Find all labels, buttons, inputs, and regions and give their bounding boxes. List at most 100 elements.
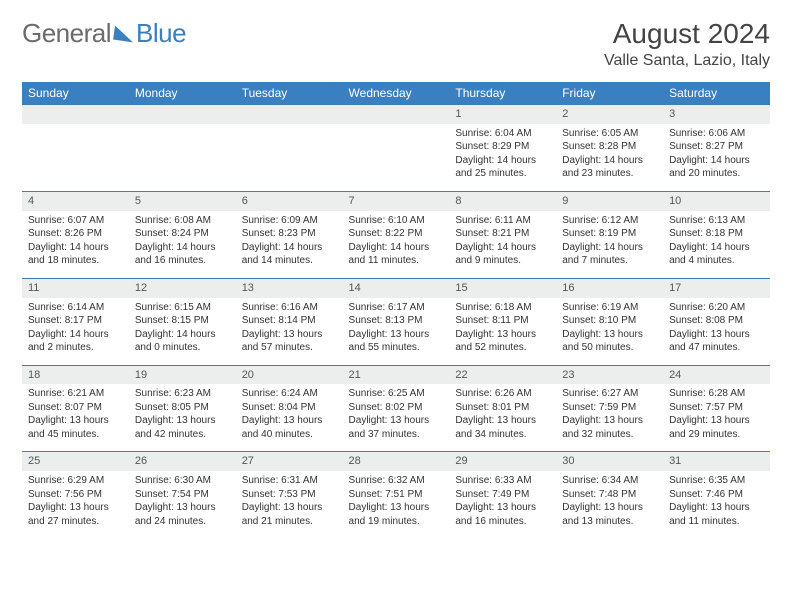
day-line-sr: Sunrise: 6:16 AM bbox=[242, 301, 337, 315]
day-number: 15 bbox=[449, 279, 556, 298]
day-line-sr: Sunrise: 6:07 AM bbox=[28, 214, 123, 228]
calendar-thead: SundayMondayTuesdayWednesdayThursdayFrid… bbox=[22, 82, 770, 105]
day-line-ss: Sunset: 8:22 PM bbox=[349, 227, 444, 241]
day-line-d1: Daylight: 14 hours bbox=[669, 241, 764, 255]
day-number: 20 bbox=[236, 366, 343, 385]
day-header: Thursday bbox=[449, 82, 556, 105]
day-number: 14 bbox=[343, 279, 450, 298]
day-line-ss: Sunset: 8:14 PM bbox=[242, 314, 337, 328]
day-line-d1: Daylight: 13 hours bbox=[455, 328, 550, 342]
brand-blue: Blue bbox=[136, 18, 186, 49]
day-line-sr: Sunrise: 6:25 AM bbox=[349, 387, 444, 401]
day-number: 5 bbox=[129, 192, 236, 211]
day-detail: Sunrise: 6:35 AMSunset: 7:46 PMDaylight:… bbox=[663, 471, 770, 538]
day-detail bbox=[22, 124, 129, 191]
day-detail: Sunrise: 6:09 AMSunset: 8:23 PMDaylight:… bbox=[236, 211, 343, 278]
calendar-day-cell bbox=[343, 105, 450, 192]
day-line-sr: Sunrise: 6:27 AM bbox=[562, 387, 657, 401]
day-line-d1: Daylight: 14 hours bbox=[562, 241, 657, 255]
day-number: 28 bbox=[343, 452, 450, 471]
day-number: 8 bbox=[449, 192, 556, 211]
day-line-d2: and 7 minutes. bbox=[562, 254, 657, 268]
day-line-ss: Sunset: 8:18 PM bbox=[669, 227, 764, 241]
day-detail: Sunrise: 6:19 AMSunset: 8:10 PMDaylight:… bbox=[556, 298, 663, 365]
day-line-sr: Sunrise: 6:23 AM bbox=[135, 387, 230, 401]
day-header: Wednesday bbox=[343, 82, 450, 105]
day-detail: Sunrise: 6:11 AMSunset: 8:21 PMDaylight:… bbox=[449, 211, 556, 278]
day-line-sr: Sunrise: 6:35 AM bbox=[669, 474, 764, 488]
day-number: 24 bbox=[663, 366, 770, 385]
day-line-sr: Sunrise: 6:20 AM bbox=[669, 301, 764, 315]
day-line-d2: and 16 minutes. bbox=[135, 254, 230, 268]
day-detail: Sunrise: 6:12 AMSunset: 8:19 PMDaylight:… bbox=[556, 211, 663, 278]
day-detail: Sunrise: 6:07 AMSunset: 8:26 PMDaylight:… bbox=[22, 211, 129, 278]
day-line-d1: Daylight: 13 hours bbox=[455, 501, 550, 515]
day-line-d1: Daylight: 14 hours bbox=[455, 154, 550, 168]
day-line-sr: Sunrise: 6:04 AM bbox=[455, 127, 550, 141]
calendar-day-cell: 30Sunrise: 6:34 AMSunset: 7:48 PMDayligh… bbox=[556, 452, 663, 538]
day-line-d1: Daylight: 14 hours bbox=[28, 241, 123, 255]
calendar-day-cell: 23Sunrise: 6:27 AMSunset: 7:59 PMDayligh… bbox=[556, 365, 663, 452]
calendar-day-cell: 2Sunrise: 6:05 AMSunset: 8:28 PMDaylight… bbox=[556, 105, 663, 192]
calendar-day-cell: 28Sunrise: 6:32 AMSunset: 7:51 PMDayligh… bbox=[343, 452, 450, 538]
day-detail: Sunrise: 6:06 AMSunset: 8:27 PMDaylight:… bbox=[663, 124, 770, 191]
calendar-day-cell bbox=[129, 105, 236, 192]
calendar-week-row: 18Sunrise: 6:21 AMSunset: 8:07 PMDayligh… bbox=[22, 365, 770, 452]
day-detail: Sunrise: 6:27 AMSunset: 7:59 PMDaylight:… bbox=[556, 384, 663, 451]
day-line-sr: Sunrise: 6:18 AM bbox=[455, 301, 550, 315]
day-line-ss: Sunset: 8:27 PM bbox=[669, 140, 764, 154]
day-line-d2: and 4 minutes. bbox=[669, 254, 764, 268]
day-line-d1: Daylight: 13 hours bbox=[562, 328, 657, 342]
day-line-d2: and 24 minutes. bbox=[135, 515, 230, 529]
day-detail: Sunrise: 6:16 AMSunset: 8:14 PMDaylight:… bbox=[236, 298, 343, 365]
day-line-sr: Sunrise: 6:11 AM bbox=[455, 214, 550, 228]
day-line-d1: Daylight: 13 hours bbox=[135, 501, 230, 515]
day-line-sr: Sunrise: 6:32 AM bbox=[349, 474, 444, 488]
day-detail bbox=[236, 124, 343, 191]
day-line-d1: Daylight: 14 hours bbox=[669, 154, 764, 168]
day-line-d2: and 42 minutes. bbox=[135, 428, 230, 442]
calendar-day-cell: 9Sunrise: 6:12 AMSunset: 8:19 PMDaylight… bbox=[556, 191, 663, 278]
day-line-sr: Sunrise: 6:06 AM bbox=[669, 127, 764, 141]
day-line-d1: Daylight: 13 hours bbox=[28, 501, 123, 515]
day-line-ss: Sunset: 7:54 PM bbox=[135, 488, 230, 502]
day-line-ss: Sunset: 8:26 PM bbox=[28, 227, 123, 241]
calendar-day-cell: 15Sunrise: 6:18 AMSunset: 8:11 PMDayligh… bbox=[449, 278, 556, 365]
day-line-sr: Sunrise: 6:34 AM bbox=[562, 474, 657, 488]
day-line-d2: and 13 minutes. bbox=[562, 515, 657, 529]
day-detail: Sunrise: 6:04 AMSunset: 8:29 PMDaylight:… bbox=[449, 124, 556, 191]
day-number: 22 bbox=[449, 366, 556, 385]
day-line-d2: and 57 minutes. bbox=[242, 341, 337, 355]
day-header: Sunday bbox=[22, 82, 129, 105]
title-block: August 2024 Valle Santa, Lazio, Italy bbox=[604, 18, 770, 70]
day-line-d2: and 29 minutes. bbox=[669, 428, 764, 442]
day-number: 4 bbox=[22, 192, 129, 211]
calendar-day-cell: 13Sunrise: 6:16 AMSunset: 8:14 PMDayligh… bbox=[236, 278, 343, 365]
day-number: 19 bbox=[129, 366, 236, 385]
day-number: 21 bbox=[343, 366, 450, 385]
day-detail: Sunrise: 6:30 AMSunset: 7:54 PMDaylight:… bbox=[129, 471, 236, 538]
calendar-day-cell: 11Sunrise: 6:14 AMSunset: 8:17 PMDayligh… bbox=[22, 278, 129, 365]
day-detail: Sunrise: 6:28 AMSunset: 7:57 PMDaylight:… bbox=[663, 384, 770, 451]
day-line-ss: Sunset: 7:56 PM bbox=[28, 488, 123, 502]
calendar-day-cell: 19Sunrise: 6:23 AMSunset: 8:05 PMDayligh… bbox=[129, 365, 236, 452]
day-line-d2: and 52 minutes. bbox=[455, 341, 550, 355]
day-number: 2 bbox=[556, 105, 663, 124]
calendar-page: General Blue August 2024 Valle Santa, La… bbox=[0, 0, 792, 558]
header-row: General Blue August 2024 Valle Santa, La… bbox=[22, 18, 770, 70]
day-line-ss: Sunset: 8:17 PM bbox=[28, 314, 123, 328]
day-number: 3 bbox=[663, 105, 770, 124]
day-line-ss: Sunset: 7:57 PM bbox=[669, 401, 764, 415]
day-number: 30 bbox=[556, 452, 663, 471]
day-detail: Sunrise: 6:34 AMSunset: 7:48 PMDaylight:… bbox=[556, 471, 663, 538]
day-line-d1: Daylight: 13 hours bbox=[669, 328, 764, 342]
day-number: 13 bbox=[236, 279, 343, 298]
day-line-d1: Daylight: 13 hours bbox=[349, 414, 444, 428]
day-detail: Sunrise: 6:29 AMSunset: 7:56 PMDaylight:… bbox=[22, 471, 129, 538]
day-line-sr: Sunrise: 6:08 AM bbox=[135, 214, 230, 228]
calendar-day-cell: 4Sunrise: 6:07 AMSunset: 8:26 PMDaylight… bbox=[22, 191, 129, 278]
day-line-d2: and 9 minutes. bbox=[455, 254, 550, 268]
day-detail: Sunrise: 6:10 AMSunset: 8:22 PMDaylight:… bbox=[343, 211, 450, 278]
day-line-d2: and 14 minutes. bbox=[242, 254, 337, 268]
calendar-day-cell: 12Sunrise: 6:15 AMSunset: 8:15 PMDayligh… bbox=[129, 278, 236, 365]
